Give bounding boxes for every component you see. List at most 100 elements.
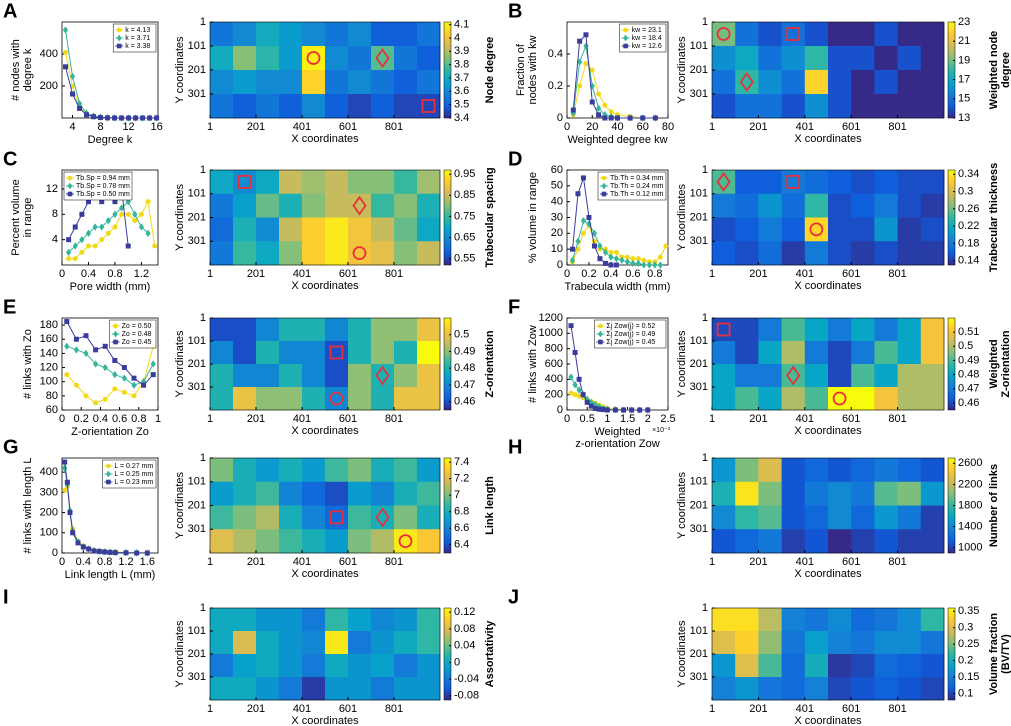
heatmap-cell — [920, 529, 945, 554]
x-axis-label: X coordinates — [794, 133, 862, 145]
colorbar-tick-label: 0.2 — [958, 654, 973, 666]
legend-label: Σj Zow(j) = 0.52 — [606, 323, 655, 330]
data-point — [66, 237, 72, 243]
data-point — [583, 61, 589, 67]
heatmap-cell — [371, 318, 395, 342]
data-point — [144, 550, 150, 556]
heatmap-cell — [758, 22, 782, 47]
x-tick-label: 401 — [293, 556, 311, 568]
data-point — [112, 370, 118, 379]
x-tick-label: 801 — [888, 556, 906, 568]
data-point — [580, 175, 586, 181]
heatmap-cell — [210, 458, 234, 483]
data-point — [589, 99, 595, 105]
heatmap-cell — [210, 631, 234, 655]
legend-box — [63, 171, 133, 201]
data-point — [112, 199, 118, 205]
x-tick-label: 0.4 — [76, 556, 91, 568]
heatmap-cell — [210, 22, 234, 47]
data-point — [126, 115, 132, 121]
subvolume-marker — [739, 72, 754, 92]
y-tick-label: 200 — [545, 389, 563, 401]
colorbar-tick-label: 4 — [454, 32, 460, 44]
heatmap-cell — [712, 677, 736, 701]
x-tick-label: 20 — [586, 121, 598, 133]
data-point — [576, 393, 582, 399]
data-point — [99, 199, 105, 205]
x-tick-label: 401 — [293, 121, 311, 133]
heatmap-cell — [210, 387, 234, 411]
data-point — [612, 407, 618, 413]
x-tick-label: 601 — [842, 268, 860, 280]
x-tick-label: 0.8 — [131, 413, 146, 425]
data-point — [134, 550, 140, 556]
heatmap-cell — [233, 22, 257, 47]
heatmap-cell — [417, 94, 441, 119]
colorbar-tick-label: -0.04 — [454, 673, 479, 685]
x-tick-label: 0.4 — [81, 268, 96, 280]
data-point — [145, 199, 151, 205]
panel-letter: C — [3, 148, 17, 170]
heatmap-cell — [279, 458, 303, 483]
heatmap-cell — [279, 529, 303, 554]
heatmap-cell — [348, 529, 372, 554]
heatmap-cell — [302, 387, 326, 411]
legend-label: kw = 18.4 — [632, 35, 662, 42]
colorbar — [443, 317, 452, 411]
data-point — [131, 375, 137, 381]
heatmap-cell — [210, 241, 234, 266]
heatmap-cell — [233, 529, 257, 554]
data-point — [69, 72, 76, 81]
x-tick-label: 201 — [749, 121, 767, 133]
colorbar-tick-label: 6.8 — [454, 506, 469, 518]
panel-letter: H — [508, 436, 522, 458]
subvolume-marker — [306, 51, 321, 65]
heatmap-cell — [371, 241, 395, 266]
colorbar — [947, 317, 956, 411]
legend-label: Tb.Sp = 0.94 mm — [76, 175, 130, 182]
heatmap-cell — [279, 241, 303, 266]
x-axis-label: Weighted degree kw — [567, 134, 667, 146]
y-tick-label: 101 — [188, 625, 206, 637]
data-point — [83, 393, 89, 399]
heatmap-cell — [920, 217, 945, 242]
x-tick-label: 601 — [339, 268, 357, 280]
heatmap-cell — [302, 677, 326, 701]
heatmap-cell — [781, 193, 806, 218]
data-point — [602, 102, 608, 108]
heatmap-cell — [735, 70, 759, 95]
heatmap-cell — [804, 46, 829, 71]
data-point — [150, 372, 156, 378]
heatmap-cell — [233, 608, 257, 632]
data-point — [629, 407, 635, 413]
y-tick-label: 0 — [557, 112, 563, 124]
y-tick-label: 80 — [46, 390, 58, 402]
heatmap-cell — [874, 505, 898, 530]
y-tick-label: 160 — [40, 333, 58, 345]
heatmap-cell — [851, 22, 875, 47]
data-point — [79, 236, 85, 244]
heatmap-cell — [348, 170, 372, 195]
data-point — [568, 373, 574, 381]
heatmap-cell — [897, 318, 922, 342]
heatmap-cell — [828, 318, 852, 342]
colorbar-tick-label: 3.8 — [454, 59, 469, 71]
heatmap-cell — [920, 654, 945, 678]
y-axis-label: # links with length L — [22, 458, 34, 554]
heatmap-cell — [920, 46, 945, 71]
heatmap-cell — [758, 217, 782, 242]
x-tick-label: 801 — [888, 703, 906, 715]
y-tick-label: 1 — [200, 452, 206, 464]
colorbar-tick-label: 0.51 — [958, 326, 979, 338]
heatmap-cell — [394, 458, 418, 483]
colorbar-label: Trabecular thickness — [988, 163, 1000, 272]
heatmap-cell — [920, 193, 945, 218]
data-point — [105, 230, 111, 236]
colorbar-tick-label: 0.26 — [958, 203, 979, 215]
heatmap-cell — [371, 22, 395, 47]
heatmap-cell — [371, 46, 395, 71]
x-tick-label: 401 — [293, 703, 311, 715]
colorbar-tick-label: 6.4 — [454, 539, 469, 551]
data-point — [613, 262, 619, 268]
legend-label: k = 3.71 — [125, 35, 150, 42]
